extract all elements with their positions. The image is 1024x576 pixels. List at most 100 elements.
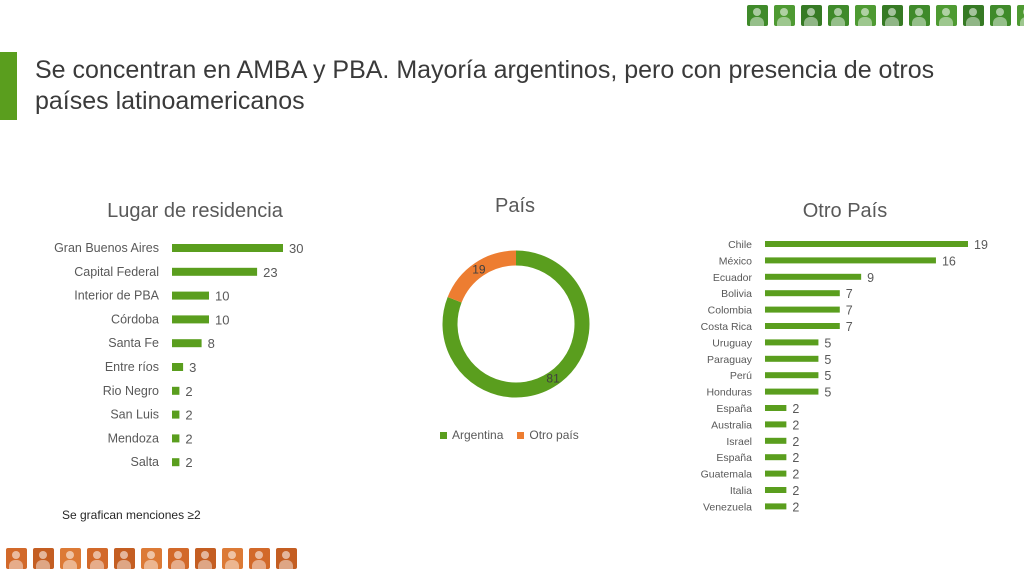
- data-label: 2: [792, 418, 799, 432]
- data-label: 2: [185, 455, 192, 470]
- photo-icon: [195, 548, 216, 569]
- data-label: 2: [792, 435, 799, 449]
- category-label: Honduras: [706, 387, 752, 399]
- data-label: 5: [824, 336, 831, 350]
- photo-icon: [141, 548, 162, 569]
- donut-slice: [442, 250, 590, 398]
- photo-icon: [60, 548, 81, 569]
- category-label: Entre ríos: [105, 360, 159, 374]
- photo-icon: [882, 5, 903, 26]
- bottom-photo-strip: [6, 548, 297, 569]
- footnote: Se grafican menciones ≥2: [62, 508, 201, 522]
- slice-label: 19: [472, 262, 486, 276]
- category-label: Bolivia: [721, 288, 752, 300]
- top-photo-strip: [747, 5, 1024, 26]
- other-country-bar-chart: Chile 19 México 16 Ecuador 9 Bolivia 7 Colombia 7…: [701, 238, 988, 514]
- photo-icon: [801, 5, 822, 26]
- bar: [765, 372, 819, 379]
- legend-item-argentina: Argentina: [440, 428, 503, 442]
- country-legend: Argentina Otro país: [440, 428, 610, 442]
- accent-bar: [0, 52, 17, 120]
- bar: [172, 458, 180, 467]
- data-label: 2: [792, 451, 799, 465]
- bar: [172, 267, 258, 276]
- bar: [172, 291, 209, 300]
- category-label: Perú: [730, 370, 752, 382]
- photo-icon: [6, 548, 27, 569]
- category-label: Rio Negro: [103, 384, 159, 398]
- data-label: 2: [185, 408, 192, 423]
- legend-label-otro-pais: Otro país: [529, 428, 579, 442]
- legend-swatch-argentina: [440, 431, 447, 439]
- bar: [172, 386, 180, 395]
- category-label: Capital Federal: [74, 265, 159, 279]
- bar: [172, 434, 180, 443]
- slice-label: 81: [546, 372, 560, 386]
- data-label: 7: [846, 287, 853, 301]
- photo-icon: [774, 5, 795, 26]
- residence-chart-title: Lugar de residencia: [107, 200, 283, 222]
- photo-icon: [909, 5, 930, 26]
- data-label: 5: [824, 369, 831, 383]
- photo-icon: [855, 5, 876, 26]
- data-label: 7: [846, 304, 853, 318]
- category-label: Santa Fe: [108, 336, 159, 350]
- category-label: España: [716, 403, 752, 415]
- data-label: 7: [846, 320, 853, 334]
- category-label: Guatemala: [701, 469, 753, 481]
- photo-icon: [936, 5, 957, 26]
- photo-icon: [33, 548, 54, 569]
- bar: [172, 363, 184, 371]
- photo-icon: [249, 548, 270, 569]
- bar: [765, 503, 787, 510]
- bar: [765, 323, 840, 329]
- data-label: 3: [189, 360, 196, 375]
- category-label: Uruguay: [712, 337, 752, 349]
- category-label: Chile: [728, 239, 752, 251]
- photo-icon: [114, 548, 135, 569]
- bar: [765, 388, 819, 395]
- data-label: 10: [215, 312, 229, 327]
- photo-icon: [276, 548, 297, 569]
- category-label: México: [719, 255, 752, 267]
- photo-icon: [1017, 5, 1024, 26]
- bar: [765, 437, 787, 444]
- bar: [765, 487, 787, 493]
- bar: [172, 315, 209, 324]
- bar: [765, 355, 819, 362]
- data-label: 2: [185, 384, 192, 399]
- bar: [765, 454, 787, 461]
- data-label: 5: [824, 386, 831, 400]
- data-label: 2: [792, 402, 799, 416]
- data-label: 8: [208, 336, 215, 351]
- country-chart-title: País: [494, 195, 536, 217]
- data-label: 2: [792, 500, 799, 514]
- category-label: España: [716, 452, 752, 464]
- category-label: Ecuador: [713, 272, 753, 284]
- photo-icon: [87, 548, 108, 569]
- category-label: Gran Buenos Aires: [54, 241, 159, 255]
- photo-icon: [747, 5, 768, 26]
- category-label: San Luis: [110, 408, 159, 422]
- bar: [765, 273, 862, 280]
- photo-icon: [222, 548, 243, 569]
- category-label: Salta: [131, 455, 160, 469]
- category-label: Costa Rica: [701, 321, 753, 333]
- bar: [765, 257, 936, 264]
- photo-icon: [990, 5, 1011, 26]
- bar: [765, 241, 968, 247]
- data-label: 5: [824, 353, 831, 367]
- bar: [765, 405, 787, 411]
- category-label: Colombia: [708, 305, 753, 317]
- category-label: Israel: [726, 436, 752, 448]
- bar: [765, 421, 787, 428]
- category-label: Mendoza: [108, 431, 159, 445]
- photo-icon: [963, 5, 984, 26]
- photo-icon: [168, 548, 189, 569]
- data-label: 2: [792, 468, 799, 482]
- category-label: Venezuela: [703, 501, 752, 513]
- bar: [765, 339, 819, 346]
- legend-item-otro-pais: Otro país: [517, 428, 579, 442]
- donut-slice: [447, 250, 517, 303]
